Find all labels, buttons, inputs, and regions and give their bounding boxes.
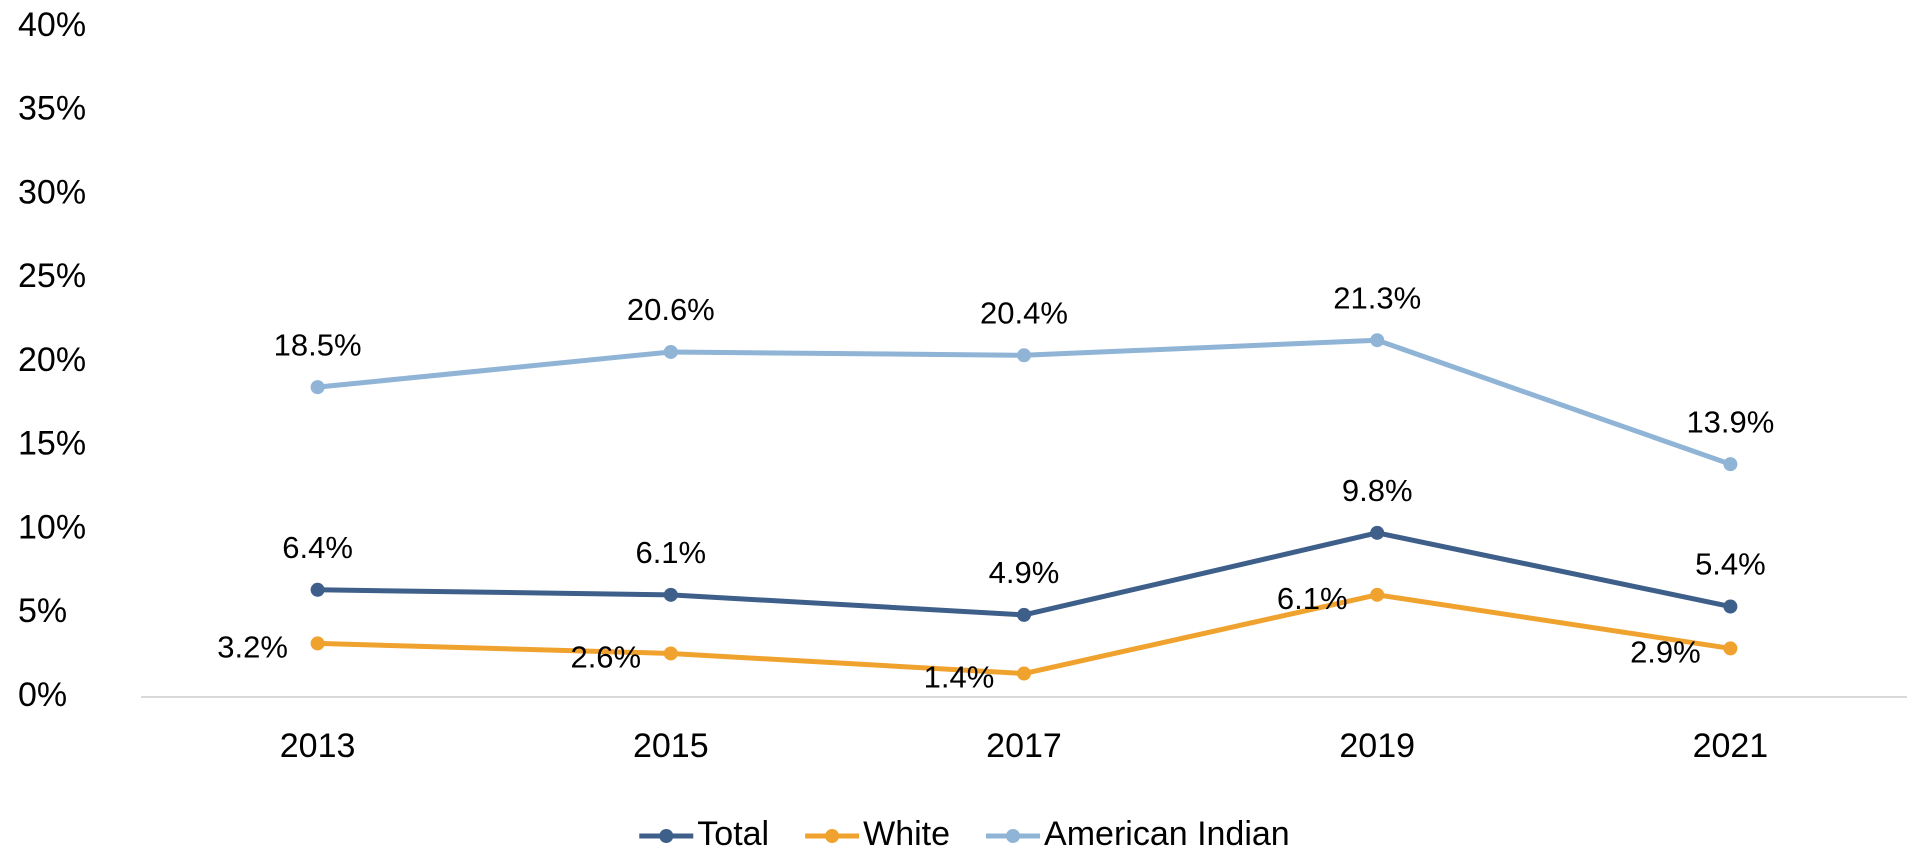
legend-label: White bbox=[863, 815, 950, 852]
data-label: 5.4% bbox=[1695, 547, 1766, 582]
y-tick-label: 0% bbox=[18, 676, 67, 714]
y-tick-label: 30% bbox=[18, 173, 86, 211]
x-tick-label: 2017 bbox=[986, 727, 1062, 765]
data-label: 6.1% bbox=[1277, 581, 1348, 616]
data-point bbox=[1370, 525, 1385, 540]
y-tick-label: 15% bbox=[18, 425, 86, 463]
data-point bbox=[1723, 599, 1738, 614]
series-line bbox=[317, 592, 1731, 677]
data-label: 2.9% bbox=[1630, 635, 1701, 670]
data-label: 6.4% bbox=[282, 530, 353, 565]
legend-marker bbox=[825, 829, 840, 843]
data-point bbox=[663, 344, 678, 359]
data-point bbox=[1017, 348, 1031, 363]
x-tick-label: 2015 bbox=[633, 727, 709, 765]
data-point bbox=[663, 587, 678, 602]
data-point bbox=[1723, 457, 1738, 472]
y-tick-label: 20% bbox=[18, 341, 86, 379]
data-point bbox=[310, 636, 325, 651]
data-point bbox=[1370, 333, 1385, 348]
y-tick-label: 5% bbox=[18, 592, 67, 630]
legend-label: American Indian bbox=[1044, 815, 1290, 852]
data-point bbox=[1017, 666, 1031, 681]
data-point bbox=[663, 646, 678, 661]
x-tick-label: 2019 bbox=[1339, 727, 1415, 765]
y-tick-label: 35% bbox=[18, 90, 86, 128]
data-label: 13.9% bbox=[1686, 404, 1774, 439]
data-label: 3.2% bbox=[217, 630, 288, 665]
data-label: 20.6% bbox=[627, 292, 715, 327]
legend-label: Total bbox=[697, 815, 769, 852]
data-label: 1.4% bbox=[924, 660, 995, 695]
data-label: 9.8% bbox=[1342, 473, 1413, 508]
data-label: 6.1% bbox=[635, 535, 706, 570]
data-point bbox=[1370, 587, 1385, 602]
data-label: 2.6% bbox=[570, 640, 641, 675]
data-label: 21.3% bbox=[1333, 280, 1421, 315]
data-point bbox=[1017, 607, 1031, 622]
data-label: 18.5% bbox=[274, 327, 362, 362]
y-tick-label: 10% bbox=[18, 508, 86, 546]
data-point bbox=[310, 582, 325, 597]
legend-marker bbox=[1006, 829, 1021, 843]
x-tick-label: 2021 bbox=[1693, 727, 1769, 765]
data-point bbox=[310, 380, 325, 395]
y-tick-label: 40% bbox=[18, 6, 86, 44]
data-label: 4.9% bbox=[989, 555, 1060, 590]
x-tick-label: 2013 bbox=[280, 727, 356, 765]
data-point bbox=[1723, 641, 1738, 656]
y-tick-label: 25% bbox=[18, 257, 86, 295]
legend: Total White American Indian bbox=[639, 815, 1290, 852]
data-label: 20.4% bbox=[980, 295, 1068, 330]
legend-marker bbox=[659, 829, 674, 843]
